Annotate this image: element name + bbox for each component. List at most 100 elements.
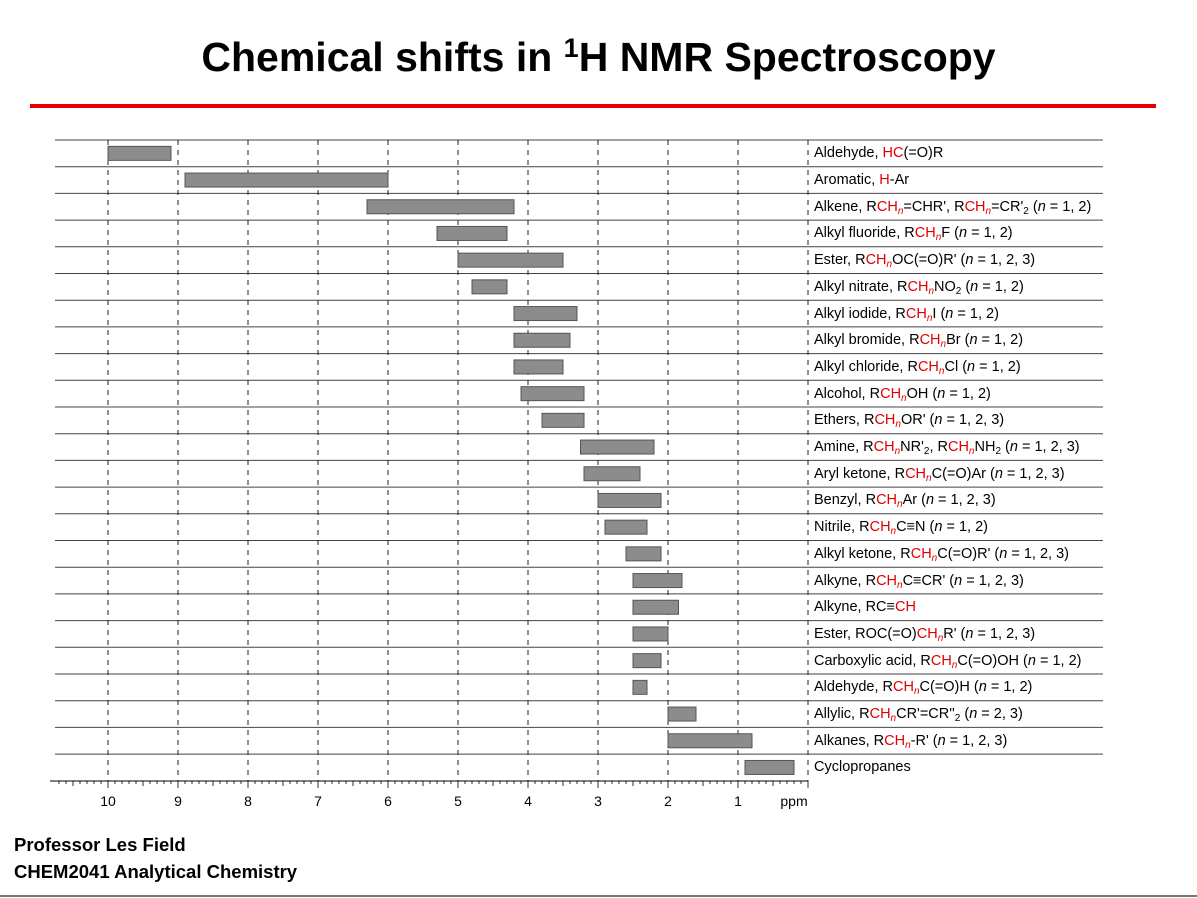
label-segment: n xyxy=(999,545,1008,562)
row-label: Aldehyde, HC(=O)R xyxy=(814,145,943,161)
shift-range-bar xyxy=(597,492,662,508)
row-label: Aldehyde, RCHnC(=O)H (n = 1, 2) xyxy=(814,679,1033,698)
label-segment: OC(=O)R' ( xyxy=(892,252,966,269)
row-label: Aryl ketone, RCHnC(=O)Ar (n = 1, 2, 3) xyxy=(814,465,1065,484)
label-segment: n xyxy=(935,232,942,244)
label-segment: n xyxy=(897,579,903,591)
label-segment: 2 xyxy=(995,446,1001,458)
label-segment: n xyxy=(886,259,893,271)
label-segment: (=O)R xyxy=(903,145,944,162)
label-segment: = 1, 2, 3) xyxy=(973,625,1036,642)
label-segment: n xyxy=(985,205,992,217)
label-segment: n xyxy=(905,739,911,751)
label-segment: = 1, 2, 3) xyxy=(973,252,1036,269)
row-label: Nitrile, RCHnC≡N (n = 1, 2) xyxy=(814,519,988,537)
shift-range-bar xyxy=(632,679,648,695)
label-segment: n xyxy=(937,632,944,644)
label-segment: Alkanes, R xyxy=(814,732,885,749)
label-segment: = 1, 2) xyxy=(942,519,988,536)
label-segment: =CHR', R xyxy=(903,198,965,215)
label-segment: 2 xyxy=(955,285,962,297)
label-segment: C(=O)Ar ( xyxy=(931,465,995,482)
label-segment: Alkyl nitrate, R xyxy=(814,278,908,295)
label-segment: = 1, 2, 3) xyxy=(1002,465,1065,482)
shift-range-bar xyxy=(625,546,662,562)
shift-range-bar xyxy=(471,279,508,295)
label-segment: Alkyl iodide, R xyxy=(814,305,906,322)
label-segment: n xyxy=(954,572,963,589)
shift-range-bar xyxy=(107,145,172,161)
label-segment: Ester, ROC(=O) xyxy=(814,625,917,642)
label-segment: n xyxy=(925,492,935,509)
label-segment: = 1, 2, 3) xyxy=(934,492,996,509)
label-segment: n xyxy=(894,446,901,458)
x-tick-label: 3 xyxy=(594,793,602,809)
row-label: Ester, ROC(=O)CHnR' (n = 1, 2, 3) xyxy=(814,625,1036,644)
label-segment: = 1, 2) xyxy=(945,385,991,402)
label-segment: Alkyl chloride, R xyxy=(814,358,918,375)
row-label: Alcohol, RCHnOH (n = 1, 2) xyxy=(814,385,991,404)
label-segment: n xyxy=(969,332,978,349)
shift-range-bar xyxy=(436,225,508,241)
label-segment: Alkyl ketone, R xyxy=(814,545,911,562)
label-segment: ( xyxy=(1001,439,1010,456)
x-tick-label: 8 xyxy=(244,793,252,809)
label-segment: n xyxy=(978,679,987,696)
label-segment: NR' xyxy=(900,439,924,456)
shift-range-bar xyxy=(513,332,571,348)
row-label: Carboxylic acid, RCHnC(=O)OH (n = 1, 2) xyxy=(814,652,1081,671)
label-segment: CH xyxy=(865,252,887,269)
label-segment: Nitrile, R xyxy=(814,519,870,536)
title-text-rest: H NMR Spectroscopy xyxy=(578,34,996,80)
label-segment: Cyclopropanes xyxy=(814,759,911,776)
label-segment: Br ( xyxy=(946,332,970,349)
label-segment: =CR' xyxy=(991,198,1024,215)
label-segment: Alkene, R xyxy=(814,198,877,215)
label-segment: ( xyxy=(1028,198,1038,215)
row-label: Alkyne, RCHnC≡CR' (n = 1, 2, 3) xyxy=(814,572,1024,591)
label-segment: OR' ( xyxy=(900,412,935,429)
label-segment: n xyxy=(967,358,976,375)
shift-range-bar xyxy=(520,386,585,402)
row-label: Alkyl bromide, RCHnBr (n = 1, 2) xyxy=(814,332,1023,350)
label-segment: CH xyxy=(880,385,902,402)
title-superscript: 1 xyxy=(563,33,579,63)
label-segment: Ethers, R xyxy=(814,412,875,429)
label-segment: CH xyxy=(947,439,969,456)
label-segment: Carboxylic acid, R xyxy=(814,652,931,669)
label-segment: n xyxy=(938,365,945,377)
label-segment: CH xyxy=(869,519,891,536)
label-segment: = 1, 2, 3) xyxy=(945,732,1008,749)
row-label: Alkyl ketone, RCHnC(=O)R' (n = 1, 2, 3) xyxy=(814,545,1069,564)
label-segment: R' ( xyxy=(943,625,966,642)
label-segment: Aldehyde, R xyxy=(814,679,893,696)
label-segment: Cl ( xyxy=(944,358,968,375)
label-segment: n xyxy=(937,385,946,402)
label-segment: 2 xyxy=(923,446,930,458)
label-segment: n xyxy=(913,686,920,698)
x-axis-label: ppm xyxy=(780,793,807,809)
label-segment: Amine, R xyxy=(814,439,874,456)
label-segment: NO xyxy=(934,278,956,295)
label-segment: C≡N ( xyxy=(896,519,935,536)
label-segment: n xyxy=(895,419,901,431)
label-segment: n xyxy=(968,446,975,458)
label-segment: C(=O)H ( xyxy=(919,679,979,696)
shift-range-bar xyxy=(632,626,669,642)
label-segment: CH xyxy=(876,572,898,589)
label-segment: HC xyxy=(882,145,904,162)
label-segment: n xyxy=(994,465,1003,482)
row-label: Ester, RCHnOC(=O)R' (n = 1, 2, 3) xyxy=(814,252,1036,271)
label-segment: n xyxy=(890,713,897,725)
shift-range-bar xyxy=(667,706,697,722)
label-segment: n xyxy=(897,205,904,217)
label-segment: CH xyxy=(893,679,914,696)
label-segment: = 1, 2) xyxy=(967,225,1013,242)
label-segment: = 1, 2) xyxy=(975,358,1021,375)
label-segment: CH xyxy=(905,465,927,482)
label-segment: Alcohol, R xyxy=(814,385,881,402)
label-segment: = 1, 2) xyxy=(986,679,1033,696)
row-label: Alkene, RCHn=CHR', RCHn=CR'2 (n = 1, 2) xyxy=(814,198,1091,217)
label-segment: n xyxy=(897,499,903,511)
label-segment: Aromatic, xyxy=(814,172,880,189)
